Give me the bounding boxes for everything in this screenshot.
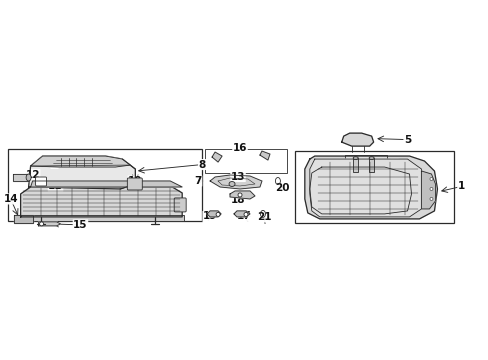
Text: 18: 18 [230,195,245,206]
Text: 7: 7 [194,176,202,186]
Bar [368,158,373,172]
Polygon shape [309,159,424,217]
Text: 10: 10 [128,176,142,186]
Bar [8,149,202,221]
Text: 8: 8 [198,159,205,170]
Text: 3: 3 [403,196,410,206]
Ellipse shape [40,222,43,226]
Polygon shape [14,215,33,223]
Polygon shape [13,174,29,181]
Text: 12: 12 [25,170,40,180]
Polygon shape [207,211,221,217]
Polygon shape [31,156,130,167]
Ellipse shape [429,188,432,190]
Bar [344,155,386,175]
Ellipse shape [26,174,31,181]
Ellipse shape [238,193,242,197]
Polygon shape [29,156,135,189]
Ellipse shape [352,157,357,159]
Text: 9: 9 [51,158,58,168]
Text: 13: 13 [230,171,245,181]
Ellipse shape [244,212,247,216]
Text: 20: 20 [274,184,288,193]
Polygon shape [212,152,222,162]
Text: 6: 6 [390,158,397,168]
Text: 4: 4 [315,202,323,211]
FancyBboxPatch shape [36,177,46,186]
Ellipse shape [216,212,220,216]
Text: 11: 11 [48,181,62,191]
Bar [204,149,286,173]
Text: 5: 5 [403,135,410,145]
FancyBboxPatch shape [174,198,186,212]
Ellipse shape [429,197,432,201]
FancyBboxPatch shape [127,178,142,190]
Text: 17: 17 [236,211,251,221]
Polygon shape [304,156,437,219]
Text: 15: 15 [73,220,87,230]
Polygon shape [229,191,254,199]
Bar [19,215,184,221]
Polygon shape [39,222,61,226]
Polygon shape [31,181,182,187]
Polygon shape [341,133,373,146]
Ellipse shape [368,157,373,159]
Polygon shape [421,171,435,209]
Text: 14: 14 [3,194,18,204]
Polygon shape [20,187,182,217]
Text: 2: 2 [313,176,321,186]
Bar [352,158,357,172]
Bar [294,151,453,223]
Ellipse shape [429,177,432,180]
Ellipse shape [228,181,235,186]
Polygon shape [234,211,249,217]
Text: 19: 19 [203,211,217,221]
Text: 21: 21 [256,212,271,222]
Text: 16: 16 [232,143,247,153]
Text: 1: 1 [457,181,464,192]
Polygon shape [210,175,262,189]
Polygon shape [260,151,269,160]
